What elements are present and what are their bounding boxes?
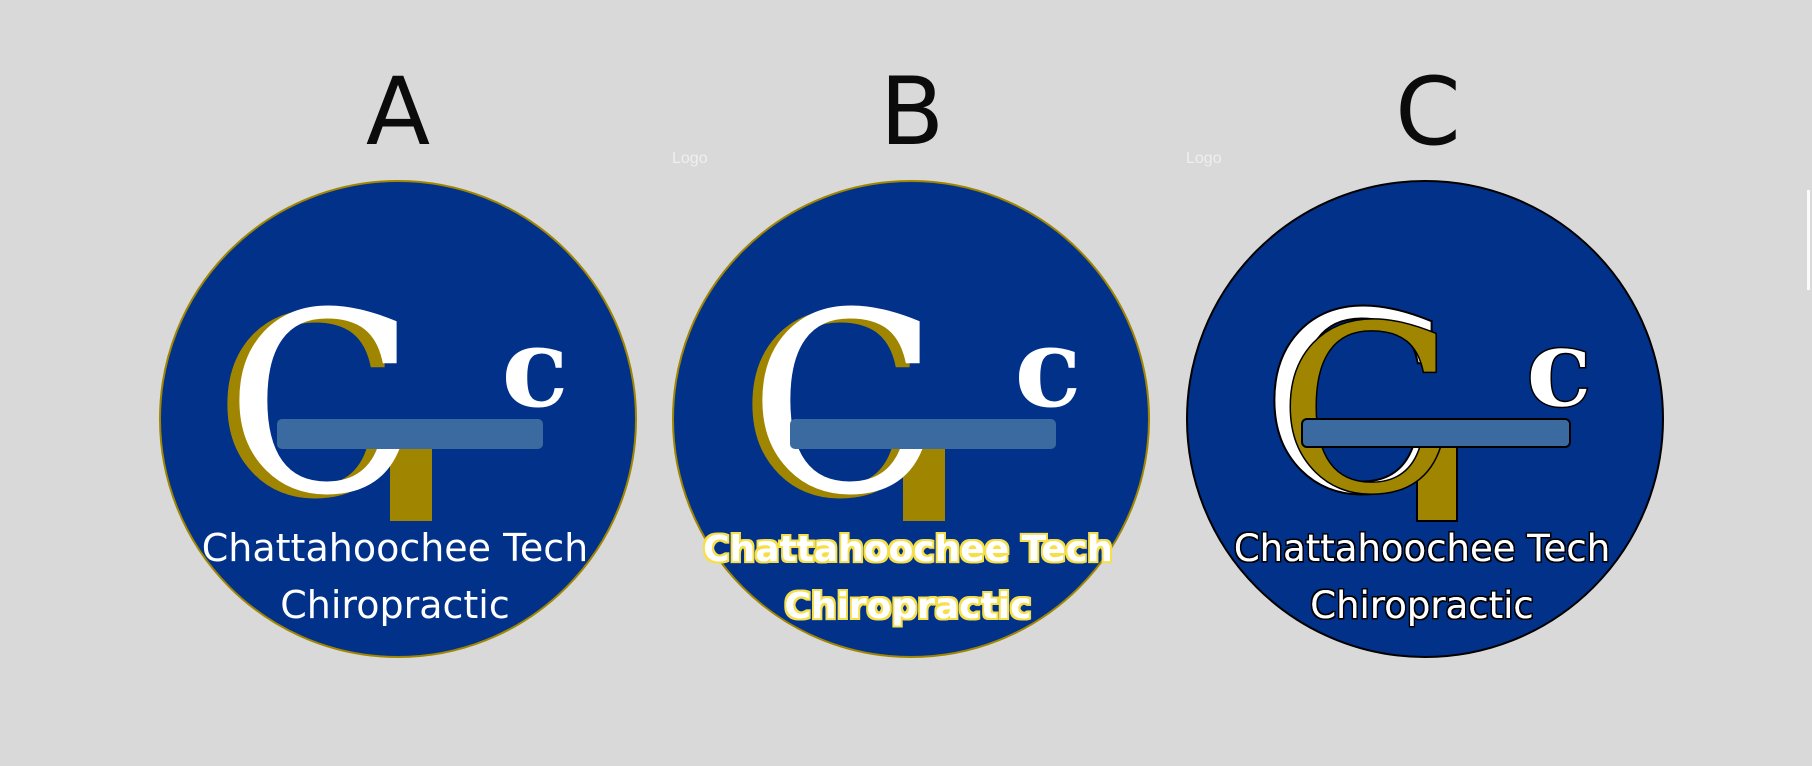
logo-variant-a[interactable]: C C c Chattahoochee Tech Chiropractic — [157, 178, 639, 660]
frame-label-c: Logo — [1186, 150, 1222, 167]
logo-variant-b[interactable]: C C c Chattahoochee Tech Chiropractic — [670, 178, 1152, 660]
monogram-letter: C — [1260, 259, 1451, 550]
frame-label-b: Logo — [672, 150, 708, 167]
variant-label-c: C — [1395, 58, 1461, 167]
name-line-1: Chattahoochee Tech — [202, 526, 589, 570]
monogram-letter: C — [225, 259, 416, 550]
small-letter: c — [1526, 303, 1593, 432]
table-top — [790, 419, 1056, 449]
name-line-1: Chattahoochee Tech — [1234, 527, 1610, 570]
name-line-2: Chiropractic — [785, 586, 1032, 627]
small-letter: c — [1015, 303, 1082, 432]
name-line-1: Chattahoochee Tech — [703, 529, 1113, 570]
table-top — [1301, 418, 1571, 448]
logo-variant-c[interactable]: C C c Chattahoochee Tech Chiropractic — [1184, 178, 1666, 660]
table-top — [277, 419, 543, 449]
variant-label-a: A — [365, 58, 431, 167]
monogram-letter: C — [748, 259, 939, 550]
monogram-inner: C — [1277, 276, 1455, 546]
variant-label-b: B — [879, 58, 945, 167]
name-line-2: Chiropractic — [280, 583, 509, 627]
canvas-edge-marker — [1807, 190, 1810, 290]
monogram-shadow: C — [738, 263, 929, 554]
small-letter: c — [502, 303, 569, 432]
monogram-shadow: C — [213, 263, 404, 554]
name-line-2: Chiropractic — [1310, 584, 1533, 627]
